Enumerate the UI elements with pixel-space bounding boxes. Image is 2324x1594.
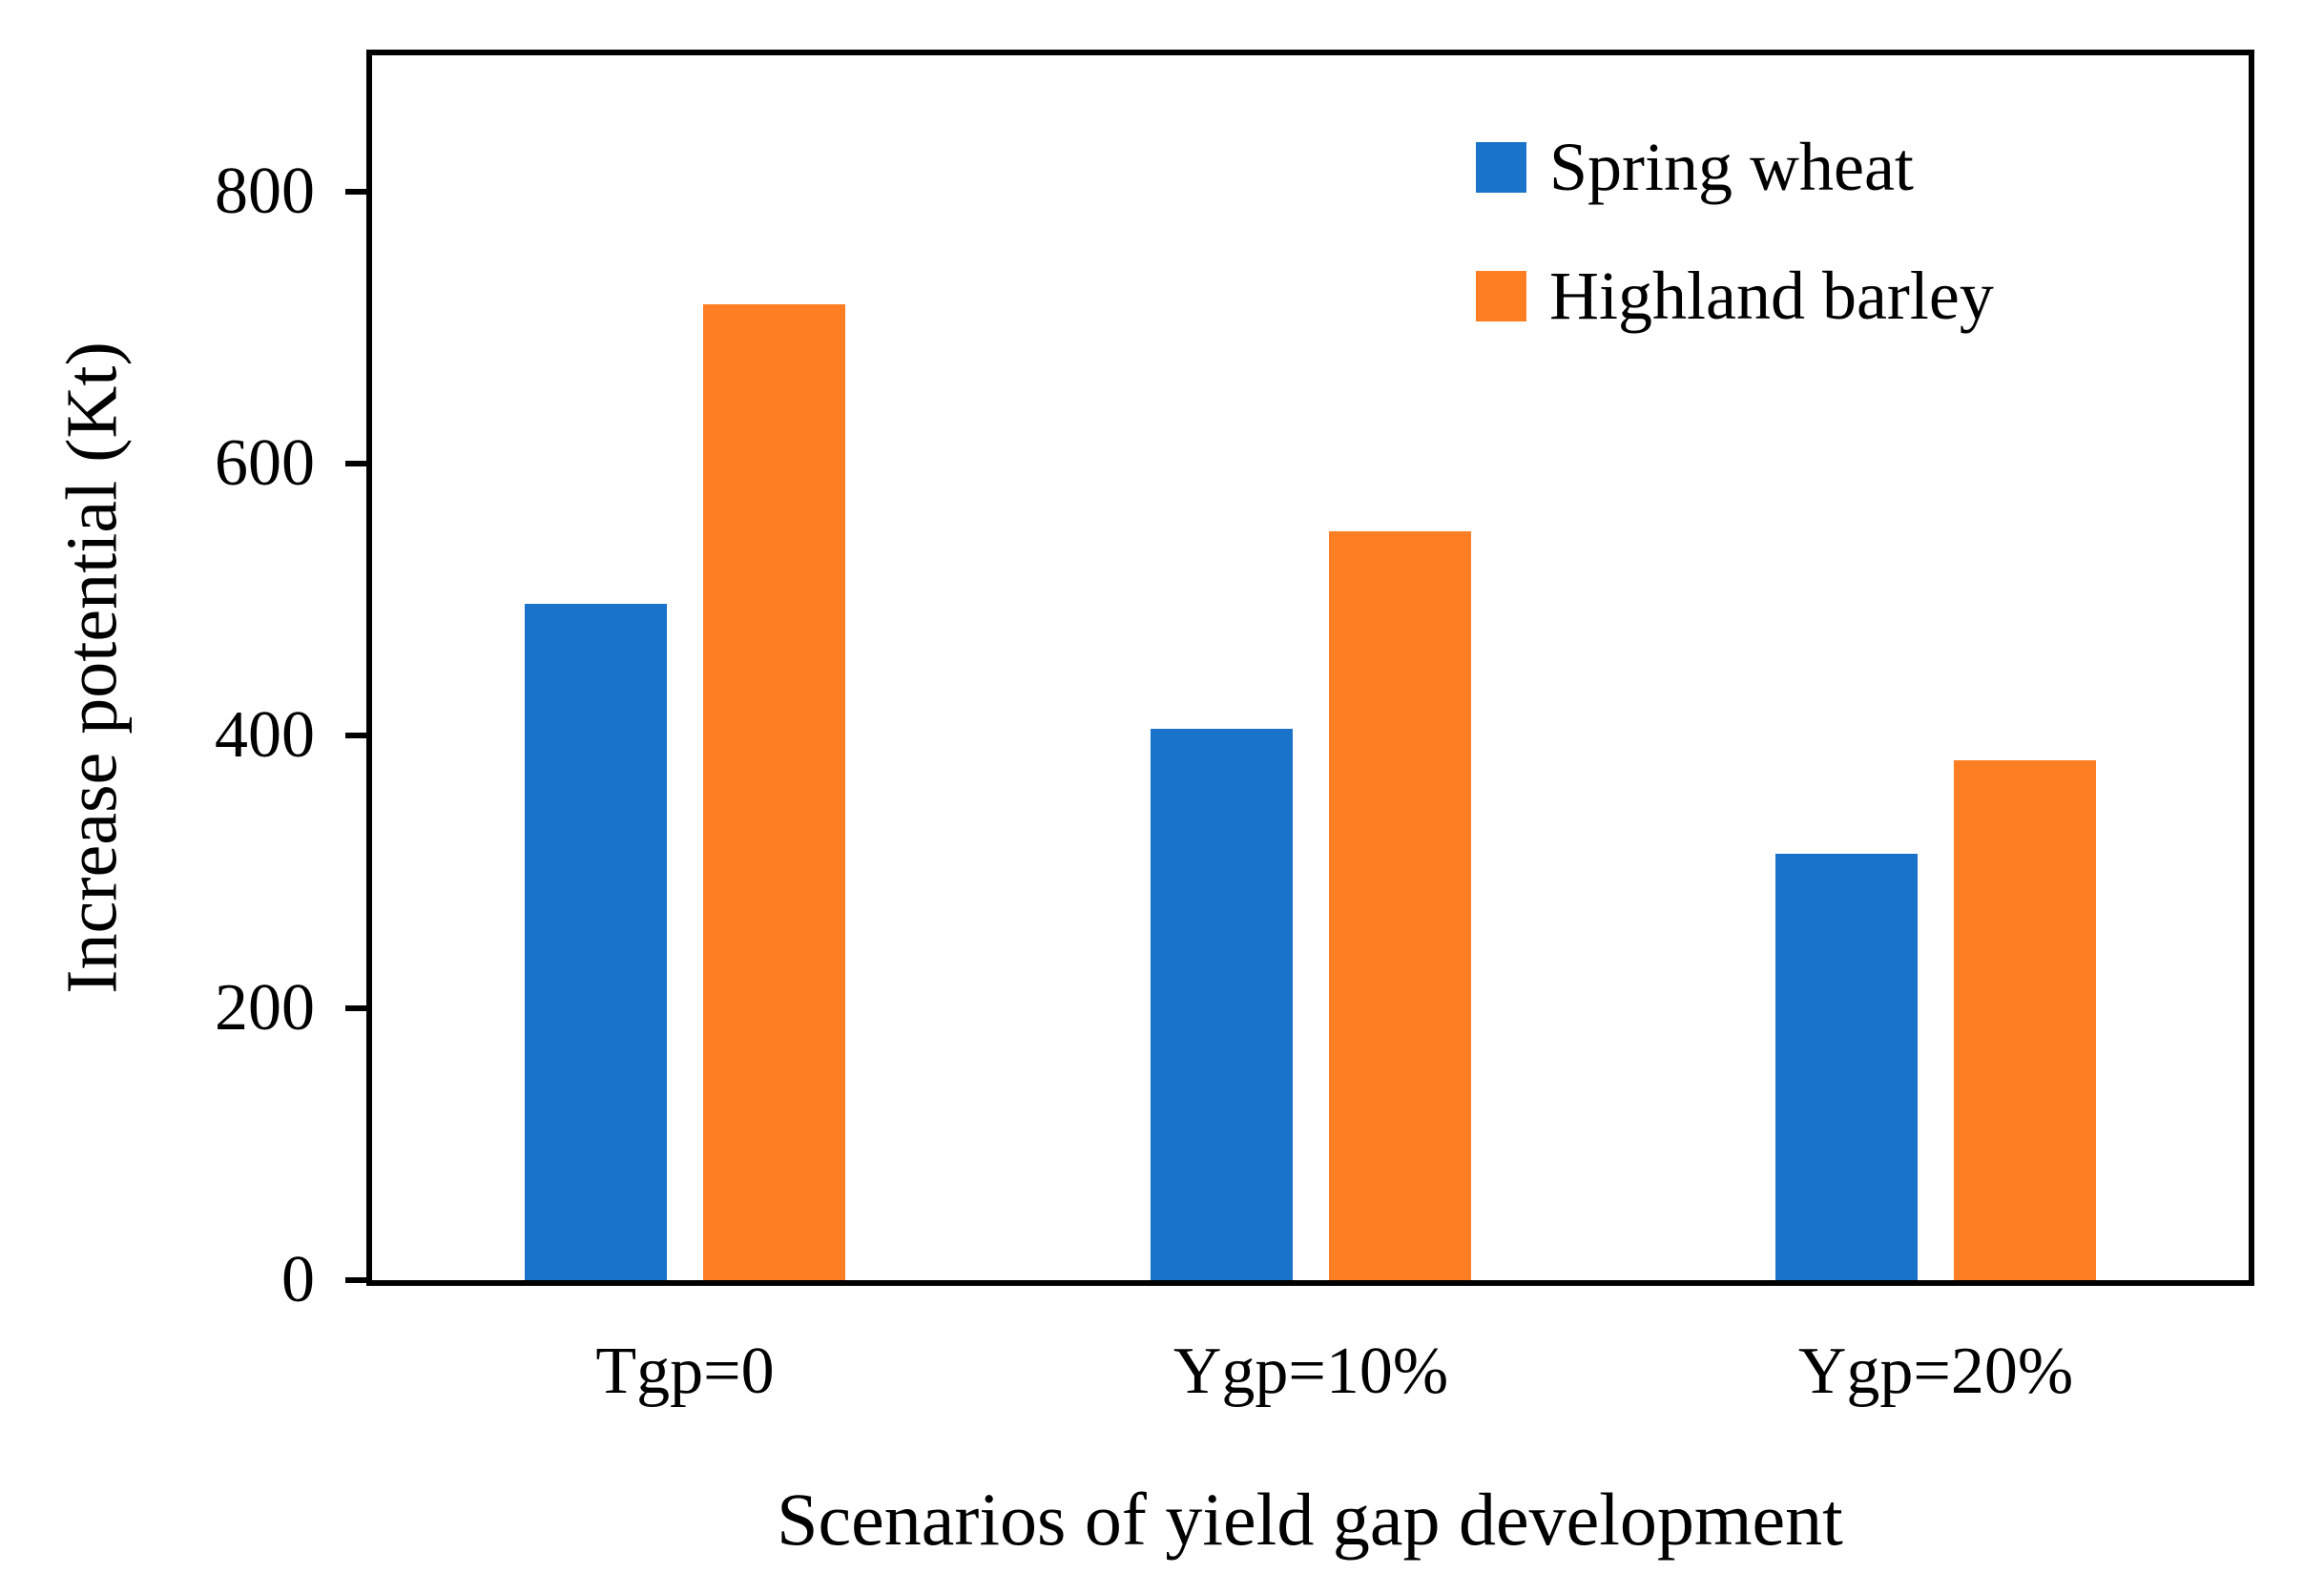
x-tick-label-ygp=10%: Ygp=10% (1172, 1335, 1449, 1408)
y-tick-label-600: 600 (215, 426, 315, 500)
bar-highland-barley-tgp=0 (703, 304, 845, 1280)
bar-spring-wheat-ygp=10% (1151, 729, 1293, 1280)
bar-spring-wheat-ygp=20% (1775, 854, 1918, 1280)
y-tick-mark-800 (345, 189, 366, 195)
legend-item-spring-wheat: Spring wheat (1476, 129, 1994, 205)
y-tick-label-800: 800 (215, 155, 315, 228)
x-tick-label-tgp=0: Tgp=0 (595, 1335, 775, 1408)
y-tick-mark-0 (345, 1277, 366, 1283)
y-axis-title: Increase potential (Kt) (52, 342, 133, 994)
y-tick-label-200: 200 (215, 971, 315, 1045)
plot-area (366, 50, 2254, 1286)
bar-highland-barley-ygp=20% (1954, 760, 2096, 1280)
x-axis-title: Scenarios of yield gap development (777, 1478, 1843, 1561)
bar-spring-wheat-tgp=0 (525, 604, 667, 1280)
y-tick-mark-400 (345, 733, 366, 738)
bar-highland-barley-ygp=10% (1329, 531, 1471, 1280)
legend-item-highland-barley: Highland barley (1476, 258, 1994, 334)
legend-swatch-highland-barley (1476, 271, 1526, 321)
y-tick-mark-200 (345, 1005, 366, 1011)
legend-swatch-spring-wheat (1476, 142, 1526, 193)
y-tick-label-0: 0 (281, 1243, 315, 1316)
x-tick-label-ygp=20%: Ygp=20% (1797, 1335, 2074, 1408)
legend-label-spring-wheat: Spring wheat (1549, 129, 1914, 205)
y-tick-mark-600 (345, 461, 366, 466)
legend: Spring wheat Highland barley (1476, 129, 1994, 334)
y-tick-label-400: 400 (215, 698, 315, 772)
legend-label-highland-barley: Highland barley (1549, 258, 1994, 334)
